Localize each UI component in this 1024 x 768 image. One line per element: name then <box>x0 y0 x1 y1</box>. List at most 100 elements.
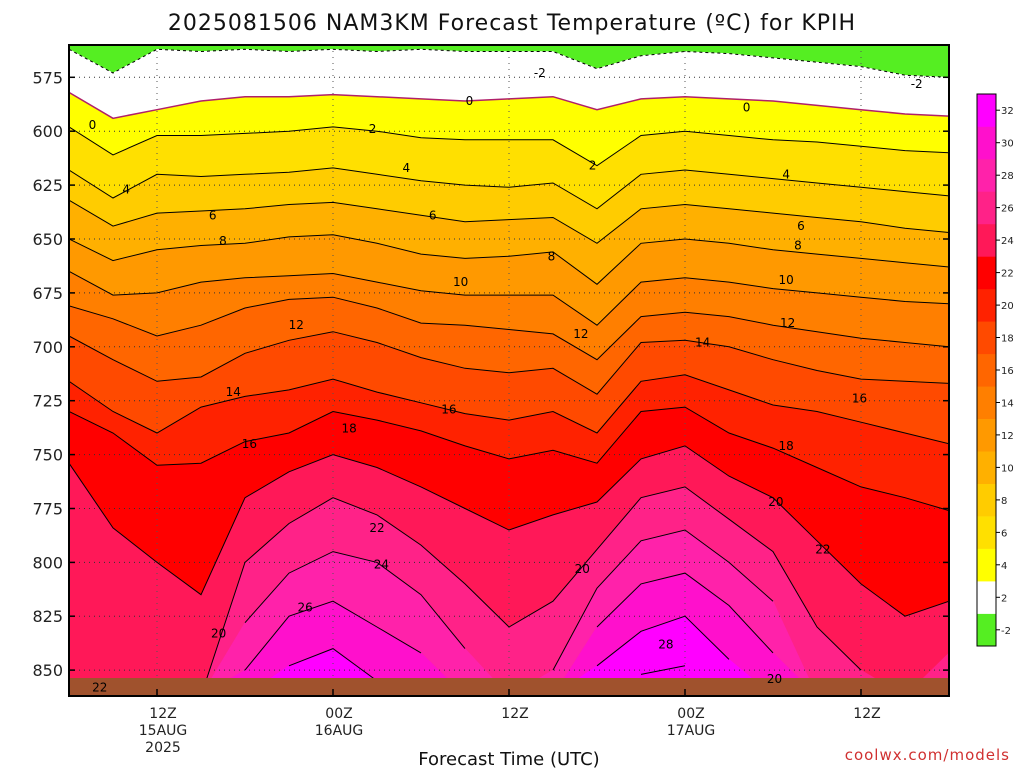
isotherm-line <box>69 445 949 617</box>
colorbar-label: 18 <box>1001 334 1014 345</box>
colorbar-swatch <box>977 158 996 192</box>
colorbar-swatch <box>977 94 996 127</box>
x-tick-label: 00Z <box>325 706 352 722</box>
colorbar-swatch <box>977 288 996 322</box>
contour-label: 24 <box>374 558 389 572</box>
contour-label: 8 <box>794 239 802 253</box>
y-tick-label: 850 <box>32 661 63 680</box>
colorbar-swatch <box>977 256 996 290</box>
contour-label: 8 <box>548 249 556 263</box>
colorbar-swatch <box>977 386 996 419</box>
isotherm-line <box>244 551 466 649</box>
y-tick-label: 575 <box>32 68 63 87</box>
y-tick-label: 800 <box>32 553 63 572</box>
contour-label: 6 <box>429 208 437 222</box>
colorbar-swatch <box>977 483 996 517</box>
isotherm-line <box>69 374 949 445</box>
contour-label: 0 <box>89 118 97 132</box>
colorbar-label: -2 <box>1001 626 1011 637</box>
contour-label: 4 <box>122 182 130 196</box>
colorbar-label: 2 <box>1001 593 1007 604</box>
isotherm-line <box>69 331 949 395</box>
isotherm-line <box>69 167 949 210</box>
contour-label: 4 <box>402 161 410 175</box>
y-tick-label: 725 <box>32 392 63 411</box>
contour-label: 14 <box>226 385 241 399</box>
isotherm-line <box>596 572 774 654</box>
colorbar-label: 28 <box>1001 171 1014 182</box>
colorbar-swatch <box>977 581 996 614</box>
isotherm-line <box>640 665 686 675</box>
contour-label: 22 <box>92 680 107 694</box>
contour-label: 2 <box>589 159 597 173</box>
y-tick-label: 775 <box>32 500 63 519</box>
contour-label: -2 <box>534 66 546 80</box>
y-tick-label: 825 <box>32 607 63 626</box>
contour-label: 0 <box>743 101 751 115</box>
isotherm-line <box>552 529 774 671</box>
isotherm-line <box>288 648 378 682</box>
colorbar-swatch <box>977 418 996 452</box>
colorbar-label: 10 <box>1001 463 1014 474</box>
contour-label: 6 <box>797 219 805 233</box>
colorbar-label: 24 <box>1001 236 1014 247</box>
colorbar-label: 26 <box>1001 204 1014 215</box>
contour-label: -2 <box>911 77 923 91</box>
isotherm-line <box>596 615 730 667</box>
x-tick-label: 16AUG <box>315 723 364 739</box>
y-tick-label: 650 <box>32 230 63 249</box>
contour-label: 4 <box>782 167 790 181</box>
isotherm-line <box>69 48 949 78</box>
isotherm-line <box>244 600 422 671</box>
colorbar-swatch <box>977 126 996 160</box>
colorbar-label: 20 <box>1001 301 1014 312</box>
colorbar-label: 30 <box>1001 139 1014 150</box>
contour-label: 16 <box>242 437 257 451</box>
y-tick-label: 750 <box>32 446 63 465</box>
colorbar-label: 14 <box>1001 399 1014 410</box>
contour-label: 2 <box>369 122 377 136</box>
colorbar-label: 6 <box>1001 528 1007 539</box>
contour-label: 0 <box>466 94 474 108</box>
isotherm-line <box>69 486 862 696</box>
x-tick-label: 17AUG <box>667 723 716 739</box>
colorbar-label: 8 <box>1001 496 1007 507</box>
contour-label: 14 <box>695 336 710 350</box>
x-tick-label: 12Z <box>501 706 528 722</box>
contour-label: 12 <box>573 327 588 341</box>
x-tick-label: 12Z <box>149 706 176 722</box>
contour-label: 22 <box>369 521 384 535</box>
x-tick-label: 12Z <box>853 706 880 722</box>
isotherm-line <box>69 406 949 512</box>
contour-label: 18 <box>341 422 356 436</box>
contour-label: 10 <box>779 273 794 287</box>
contour-label: 20 <box>211 627 226 641</box>
x-axis-label: Forecast Time (UTC) <box>418 749 599 768</box>
colorbar-swatch <box>977 516 996 549</box>
contour-label: 20 <box>575 562 590 576</box>
colorbar-swatch <box>977 353 996 387</box>
chart-title: 2025081506 NAM3KM Forecast Temperature (… <box>168 11 856 36</box>
colorbar-label: 32 <box>1001 106 1014 117</box>
y-tick-label: 675 <box>32 284 63 303</box>
y-tick-label: 625 <box>32 176 63 195</box>
contour-label: 16 <box>852 392 867 406</box>
colorbar-swatch <box>977 321 996 355</box>
contour-label: 20 <box>768 495 783 509</box>
isotherm-line <box>69 234 949 285</box>
colorbar-label: 4 <box>1001 561 1007 572</box>
contour-label: 8 <box>219 234 227 248</box>
isotherm-line <box>69 126 949 167</box>
contour-label: 20 <box>767 672 782 686</box>
contour-label: 28 <box>658 637 673 651</box>
colorbar-label: 16 <box>1001 366 1014 377</box>
contour-label: 12 <box>780 316 795 330</box>
colorbar-label: 22 <box>1001 269 1014 280</box>
isotherm-line <box>69 270 949 326</box>
